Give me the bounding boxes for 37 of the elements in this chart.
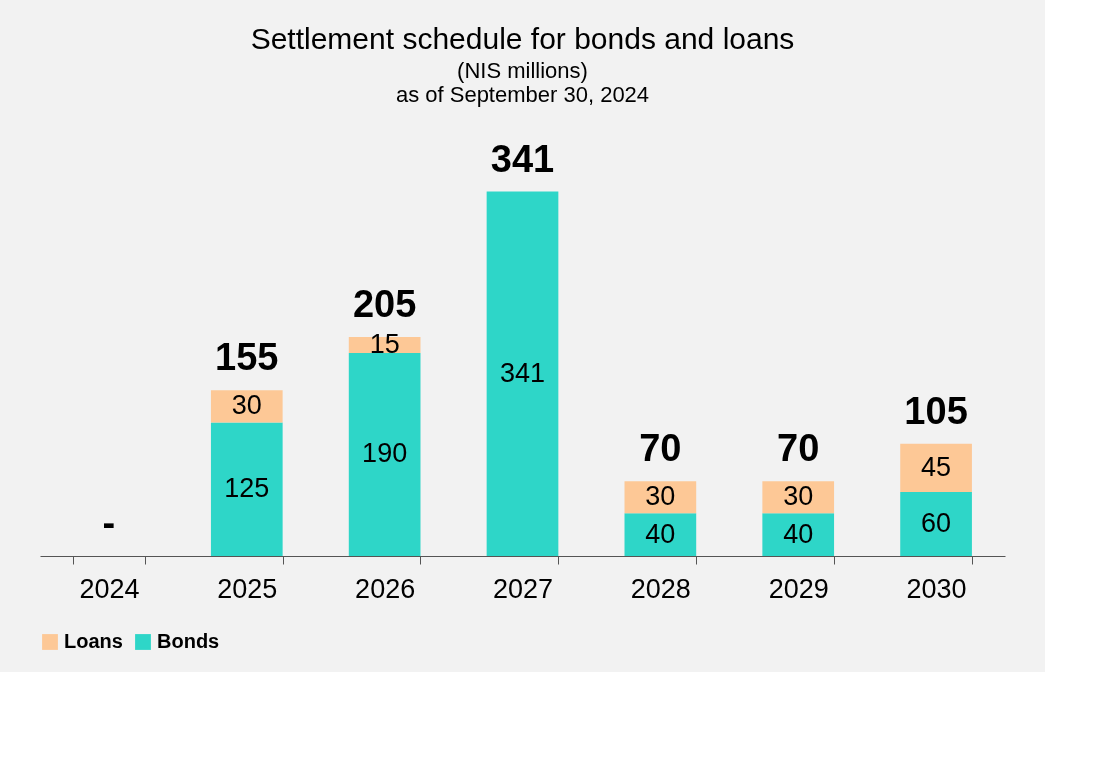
chart-title: Settlement schedule for bonds and loans: [250, 22, 795, 55]
data-label: 341: [499, 357, 546, 388]
data-label: 60: [921, 507, 952, 538]
bar: [348, 352, 421, 556]
data-label: 30: [645, 481, 676, 512]
bar: [486, 191, 559, 556]
chart-subtitle: (NIS millions): [457, 58, 588, 83]
legend-label: Bonds: [157, 630, 220, 652]
data-label: 40: [645, 518, 676, 549]
bar: [900, 443, 972, 492]
total-label: 70: [639, 427, 682, 470]
x-tick-label: 2026: [355, 573, 416, 604]
total-label: 105: [904, 389, 968, 432]
legend-label: Loans: [64, 630, 123, 652]
data-label: 15: [369, 328, 400, 359]
bar: [762, 513, 835, 556]
x-tick-label: 2028: [630, 573, 691, 604]
data-label: 45: [921, 451, 952, 482]
text: -: [102, 502, 116, 544]
x-tick-label: 2030: [906, 573, 967, 604]
data-label: 190: [362, 438, 408, 469]
data-label: 30: [783, 481, 814, 512]
data-label: 125: [224, 473, 270, 504]
text: as of September 30, 2024: [395, 82, 650, 107]
x-tick-label: 2024: [79, 573, 140, 604]
total-label: 205: [352, 282, 417, 325]
x-tick-label: 2027: [492, 573, 554, 604]
data-label: 30: [231, 390, 262, 421]
total-label: 155: [215, 336, 279, 379]
data-label: 40: [783, 518, 814, 549]
total-label: 341: [490, 137, 555, 180]
bar: [210, 422, 283, 556]
bar: [900, 491, 972, 556]
x-tick-label: 2029: [768, 573, 829, 604]
x-tick-label: 2025: [217, 573, 278, 604]
bar: [624, 513, 697, 556]
total-label: 70: [777, 427, 820, 470]
